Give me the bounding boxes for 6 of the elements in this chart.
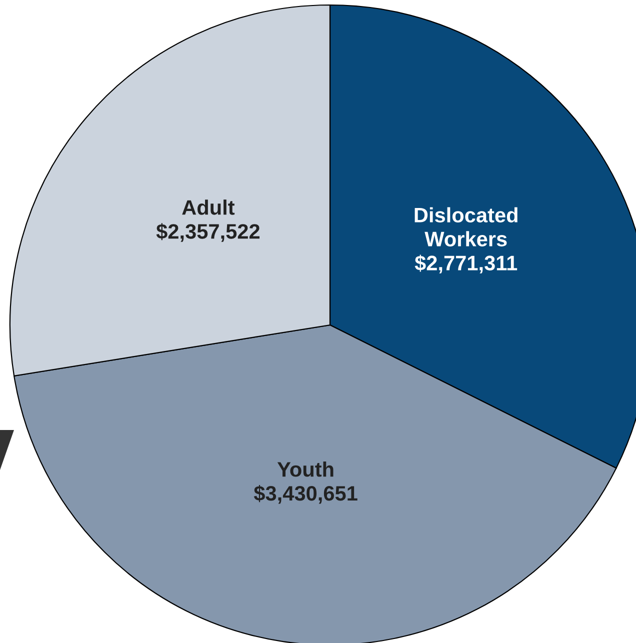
slice-label: Youth <box>277 461 334 477</box>
data-label: $2,771,311 <box>414 254 518 274</box>
slice-label: Adult <box>182 200 235 215</box>
slice-label: Dislocated Workers <box>414 207 518 246</box>
data-label: $3,430,651 <box>254 485 358 504</box>
data-label: $2,357,522 <box>156 223 260 242</box>
